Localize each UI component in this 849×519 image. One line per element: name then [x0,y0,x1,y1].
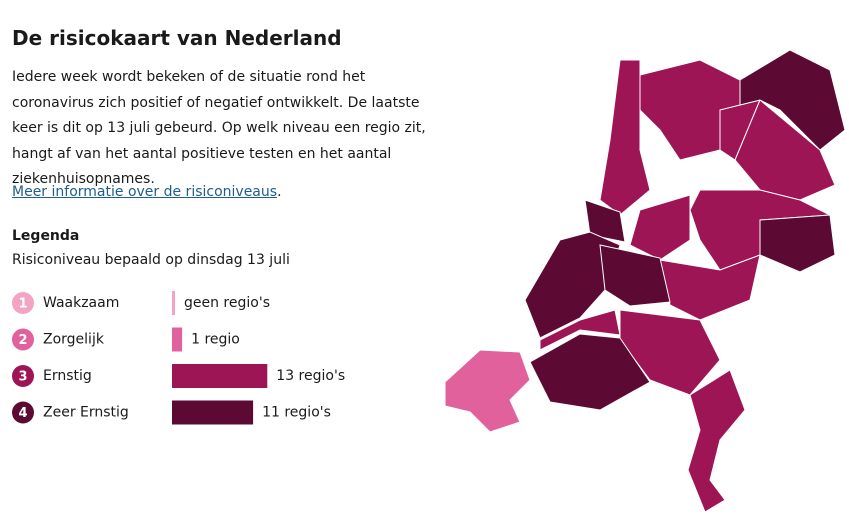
title: De risicokaart van Nederland [12,26,342,50]
level-name: Zeer Ernstig [43,405,129,421]
count-bar [172,327,183,352]
regions [444,49,846,513]
level-name: Zorgelijk [43,332,105,348]
info-link[interactable]: Meer informatie over de risiconiveaus [12,184,278,200]
region [529,333,651,411]
level-badge [12,328,34,351]
level-number: 1 [18,297,27,312]
region [584,199,626,243]
region [599,244,671,307]
legend: 1 Waakzaam geen regio's 2 Zorgelijk 1 regio 3 E… [12,291,345,425]
region [599,59,651,216]
level-number: 3 [18,370,27,385]
level-number: 2 [18,333,27,348]
region [659,254,761,321]
region [687,369,746,513]
count-bar [172,400,254,425]
level-name: Waakzaam [43,295,119,311]
level-number: 4 [18,406,27,421]
level-badge [12,292,34,314]
count-label: 13 regio's [276,368,345,384]
level-badge [12,365,34,387]
count-label: 11 regio's [262,405,331,421]
region [759,214,836,273]
level-badge [12,401,34,424]
link-suffix: . [277,184,282,200]
count-bar [172,291,175,315]
more-info: Meer informatie over de risiconiveaus. [12,184,282,200]
region [444,349,531,433]
intro-text: Iedere week wordt bekeken of de situatie… [12,69,426,187]
region [539,309,621,351]
legend-subtitle: Risiconiveau bepaald op dinsdag 13 juli [12,252,290,268]
region [739,49,846,151]
count-bar [172,364,268,388]
legend-title: Legenda [12,228,80,244]
region [629,194,691,261]
risk-map [444,49,846,513]
count-label: 1 regio [191,332,240,348]
level-name: Ernstig [43,368,92,384]
count-label: geen regio's [184,295,270,311]
